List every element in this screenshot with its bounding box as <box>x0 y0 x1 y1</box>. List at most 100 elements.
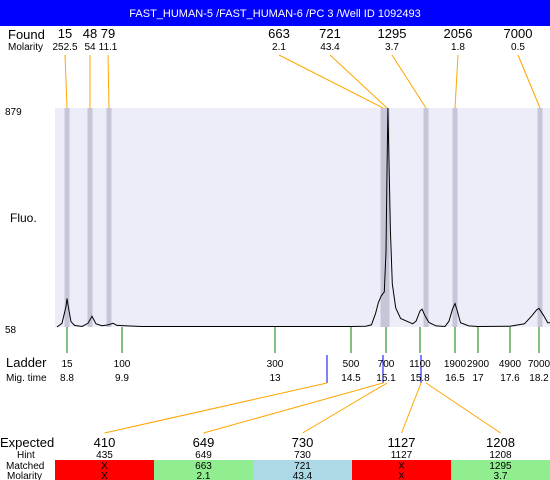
found-molarity: 1.8 <box>451 42 465 53</box>
y-axis-label: Fluo. <box>10 211 37 225</box>
expected-size: 1127 <box>388 435 416 450</box>
found-leader <box>278 54 384 109</box>
ladder-size: 1900 <box>444 359 467 370</box>
matched-size: X <box>101 461 108 472</box>
matched-size: 663 <box>195 461 212 472</box>
peak-band <box>106 108 112 327</box>
found-leader <box>107 54 110 109</box>
found-molarity: 2.1 <box>272 42 286 53</box>
ladder-labels: 15 8.8 100 9.9 300 13 500 14.5 700 15.1 1100 15.8 19… <box>60 359 550 384</box>
hint-size: 1208 <box>489 450 512 461</box>
expected-leader <box>302 382 388 434</box>
expected-size: 410 <box>94 435 116 450</box>
hint-label: Hint <box>17 450 35 461</box>
ladder-size: 7000 <box>528 359 550 370</box>
match-status-cell <box>253 460 352 480</box>
plot-area <box>55 108 550 327</box>
found-size: 15 <box>58 26 72 41</box>
matched-size: X <box>398 461 405 472</box>
match-status-cell <box>451 460 550 480</box>
ladder-size: 1100 <box>409 359 431 370</box>
found-leader <box>391 54 427 109</box>
peak-band <box>537 108 543 327</box>
expected-leader <box>203 382 384 434</box>
ladder-mig-time: 14.5 <box>341 373 361 384</box>
matched-molarity: 43.4 <box>293 471 313 480</box>
hint-size: 649 <box>195 450 212 461</box>
match-status-cell <box>55 460 154 480</box>
fluorescence-trace <box>56 107 550 328</box>
expected-leaders <box>104 382 501 434</box>
found-size: 79 <box>101 26 115 41</box>
title-bar <box>0 0 550 26</box>
matched-molarity: X <box>398 471 405 480</box>
ladder-mig-time: 8.8 <box>60 373 74 384</box>
mig-time-label: Mig. time <box>6 373 47 384</box>
found-leader <box>329 54 388 109</box>
expected-size: 1208 <box>486 435 515 450</box>
matched-size: 1295 <box>489 461 512 472</box>
ladder-size: 300 <box>267 359 284 370</box>
found-molarity: 54 <box>84 42 96 53</box>
ladder-mig-time: 17.6 <box>500 373 520 384</box>
found-size: 48 <box>83 26 97 41</box>
ladder-mig-time: 9.9 <box>115 373 129 384</box>
found-leader <box>64 54 68 109</box>
expected-size: 730 <box>292 435 314 450</box>
y-tick-min: 58 <box>5 325 17 336</box>
found-size: 663 <box>268 26 290 41</box>
ladder-mig-time: 15.1 <box>376 373 396 384</box>
found-label: Found <box>8 27 45 42</box>
molarity-bottom-label: Molarity <box>7 471 42 480</box>
peak-band <box>384 108 390 327</box>
found-molarity: 43.4 <box>320 42 340 53</box>
peak-band <box>423 108 429 327</box>
y-tick-max: 879 <box>5 107 22 118</box>
found-size: 7000 <box>504 26 533 41</box>
found-molarity: 11.1 <box>99 42 118 53</box>
expected-size: 649 <box>193 435 215 450</box>
expected-label: Expected <box>0 435 54 450</box>
ladder-mig-time: 13 <box>269 373 281 384</box>
molarity-label: Molarity <box>8 42 43 53</box>
found-molarity: 0.5 <box>511 42 525 53</box>
found-molarity: 3.7 <box>385 42 399 53</box>
ladder-size: 700 <box>378 359 395 370</box>
matched-size: 721 <box>294 461 311 472</box>
found-leader <box>517 54 541 109</box>
ladder-size: 500 <box>343 359 360 370</box>
expected-leader <box>425 382 501 434</box>
matched-molarity: 2.1 <box>197 471 211 480</box>
ladder-label: Ladder <box>6 355 47 370</box>
ladder-mig-time: 17 <box>472 373 484 384</box>
hint-size: 1127 <box>391 450 413 461</box>
ladder-mig-time: 15.8 <box>410 373 430 384</box>
ladder-size: 100 <box>114 359 131 370</box>
expected-leader <box>104 382 328 434</box>
expected-leader <box>401 382 422 434</box>
found-size: 1295 <box>378 26 407 41</box>
ladder-ticks <box>66 327 540 383</box>
matched-molarity: X <box>101 471 108 480</box>
hint-size: 435 <box>96 450 113 461</box>
found-molarity: 252.5 <box>52 42 77 53</box>
ladder-mig-time: 18.2 <box>529 373 549 384</box>
ladder-size: 2900 <box>467 359 490 370</box>
peak-band <box>87 108 93 327</box>
matched-label: Matched <box>6 461 44 472</box>
ladder-mig-time: 16.5 <box>445 373 465 384</box>
peak-bands <box>64 108 543 327</box>
matched-molarity: 3.7 <box>494 471 508 480</box>
hint-size: 730 <box>294 450 311 461</box>
peak-band <box>64 108 70 327</box>
match-status-cell <box>154 460 253 480</box>
match-status-cell <box>352 460 451 480</box>
peak-band <box>380 108 386 327</box>
ladder-size: 15 <box>61 359 73 370</box>
found-size: 721 <box>319 26 341 41</box>
found-peak-leaders <box>64 54 541 109</box>
peak-band <box>452 108 458 327</box>
